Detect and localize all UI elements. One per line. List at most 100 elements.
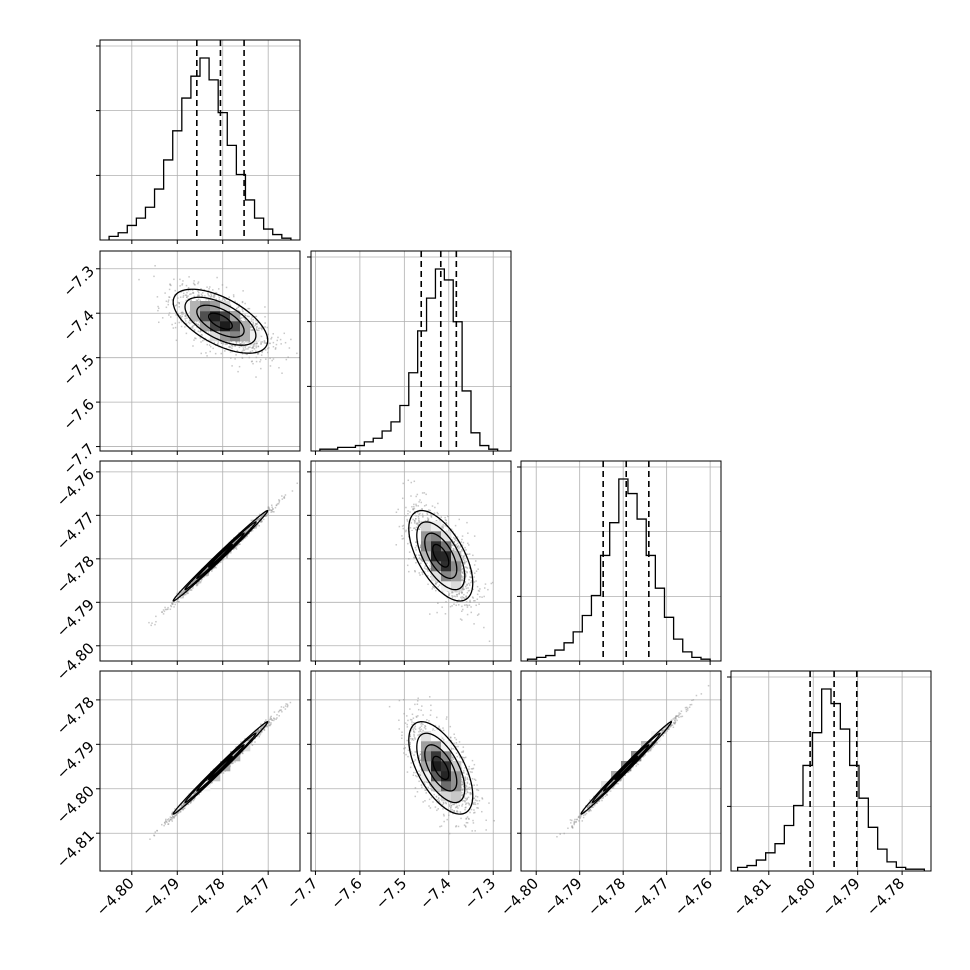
sample-point	[241, 300, 244, 303]
sample-point	[455, 604, 457, 607]
sample-point	[437, 502, 439, 505]
sample-point	[431, 505, 434, 507]
sample-point	[189, 801, 191, 803]
sample-point	[237, 306, 239, 309]
sample-point	[263, 513, 265, 516]
sample-point	[483, 626, 485, 629]
sample-point	[466, 571, 468, 573]
sample-point	[438, 584, 441, 586]
sample-point	[419, 512, 421, 515]
sample-point	[281, 372, 283, 374]
sample-point	[269, 365, 272, 367]
sample-point	[430, 514, 432, 516]
sample-point	[247, 528, 250, 530]
sample-point	[252, 329, 255, 331]
sample-point	[418, 528, 421, 530]
sample-point	[208, 339, 210, 342]
sample-point	[170, 604, 172, 607]
sample-point	[241, 312, 244, 315]
sample-point	[150, 624, 152, 627]
sample-point	[234, 358, 236, 360]
sample-point	[456, 595, 458, 598]
sample-point	[183, 594, 186, 596]
sample-point	[193, 283, 196, 286]
sample-point	[182, 311, 184, 314]
sample-point	[437, 512, 439, 515]
sample-point	[452, 536, 455, 539]
sample-point	[473, 564, 476, 566]
sample-point	[415, 528, 417, 531]
sample-point	[255, 315, 258, 318]
sample-point	[469, 571, 471, 573]
density-cell	[190, 311, 201, 322]
sample-point	[265, 514, 268, 517]
contour-line	[184, 521, 257, 591]
sample-point	[225, 298, 228, 301]
sample-point	[440, 516, 443, 518]
sample-point	[473, 600, 475, 602]
sample-point	[272, 333, 274, 335]
sample-point	[427, 570, 429, 572]
sample-point	[276, 714, 278, 716]
sample-point	[260, 335, 263, 338]
sample-point	[250, 530, 253, 532]
sample-point	[179, 285, 181, 287]
sample-point	[216, 564, 218, 566]
sample-point	[463, 577, 465, 579]
sample-point	[462, 588, 465, 591]
sample-point	[415, 526, 418, 529]
sample-point	[413, 527, 416, 529]
sample-point	[407, 479, 410, 482]
sample-point	[427, 518, 430, 520]
sample-point	[252, 345, 255, 348]
sample-point	[449, 530, 452, 532]
contour-line	[408, 509, 474, 602]
sample-point	[461, 535, 464, 537]
density-cell	[451, 571, 462, 582]
sample-point	[180, 591, 182, 593]
sample-point	[433, 587, 436, 589]
sample-point	[468, 604, 471, 606]
sample-point	[256, 518, 258, 521]
sample-point	[182, 589, 185, 592]
sample-point	[245, 344, 247, 347]
sample-point	[249, 738, 252, 740]
sample-point	[422, 515, 424, 517]
sample-point	[187, 298, 190, 300]
sample-point	[197, 290, 199, 293]
sample-point	[274, 506, 277, 509]
sample-point	[189, 322, 191, 325]
sample-point	[275, 718, 277, 720]
contour-line	[172, 288, 269, 354]
sample-point	[428, 509, 430, 511]
sample-point	[255, 519, 258, 522]
sample-point	[241, 342, 243, 344]
sample-point	[232, 542, 235, 545]
sample-point	[250, 326, 252, 328]
sample-point	[239, 543, 241, 545]
sample-point	[255, 342, 257, 345]
density-cell	[411, 531, 422, 542]
sample-point	[453, 541, 456, 543]
sample-point	[230, 340, 233, 343]
sample-point	[197, 330, 200, 333]
sample-point	[468, 544, 470, 546]
sample-point	[464, 561, 466, 564]
histogram-steps	[526, 478, 711, 661]
sample-point	[477, 568, 479, 570]
contour-line	[207, 312, 233, 330]
sample-point	[405, 506, 407, 509]
density-cell	[441, 551, 452, 562]
sample-point	[264, 316, 266, 318]
sample-point	[242, 349, 244, 352]
sample-point	[460, 541, 463, 543]
sample-point	[240, 345, 243, 347]
sample-point	[285, 358, 288, 361]
sample-point	[185, 593, 187, 596]
sample-point	[269, 357, 271, 360]
sample-point	[194, 796, 196, 799]
sample-point	[251, 316, 253, 318]
density-cell	[441, 571, 452, 582]
sample-point	[199, 337, 202, 339]
sample-point	[261, 351, 263, 354]
